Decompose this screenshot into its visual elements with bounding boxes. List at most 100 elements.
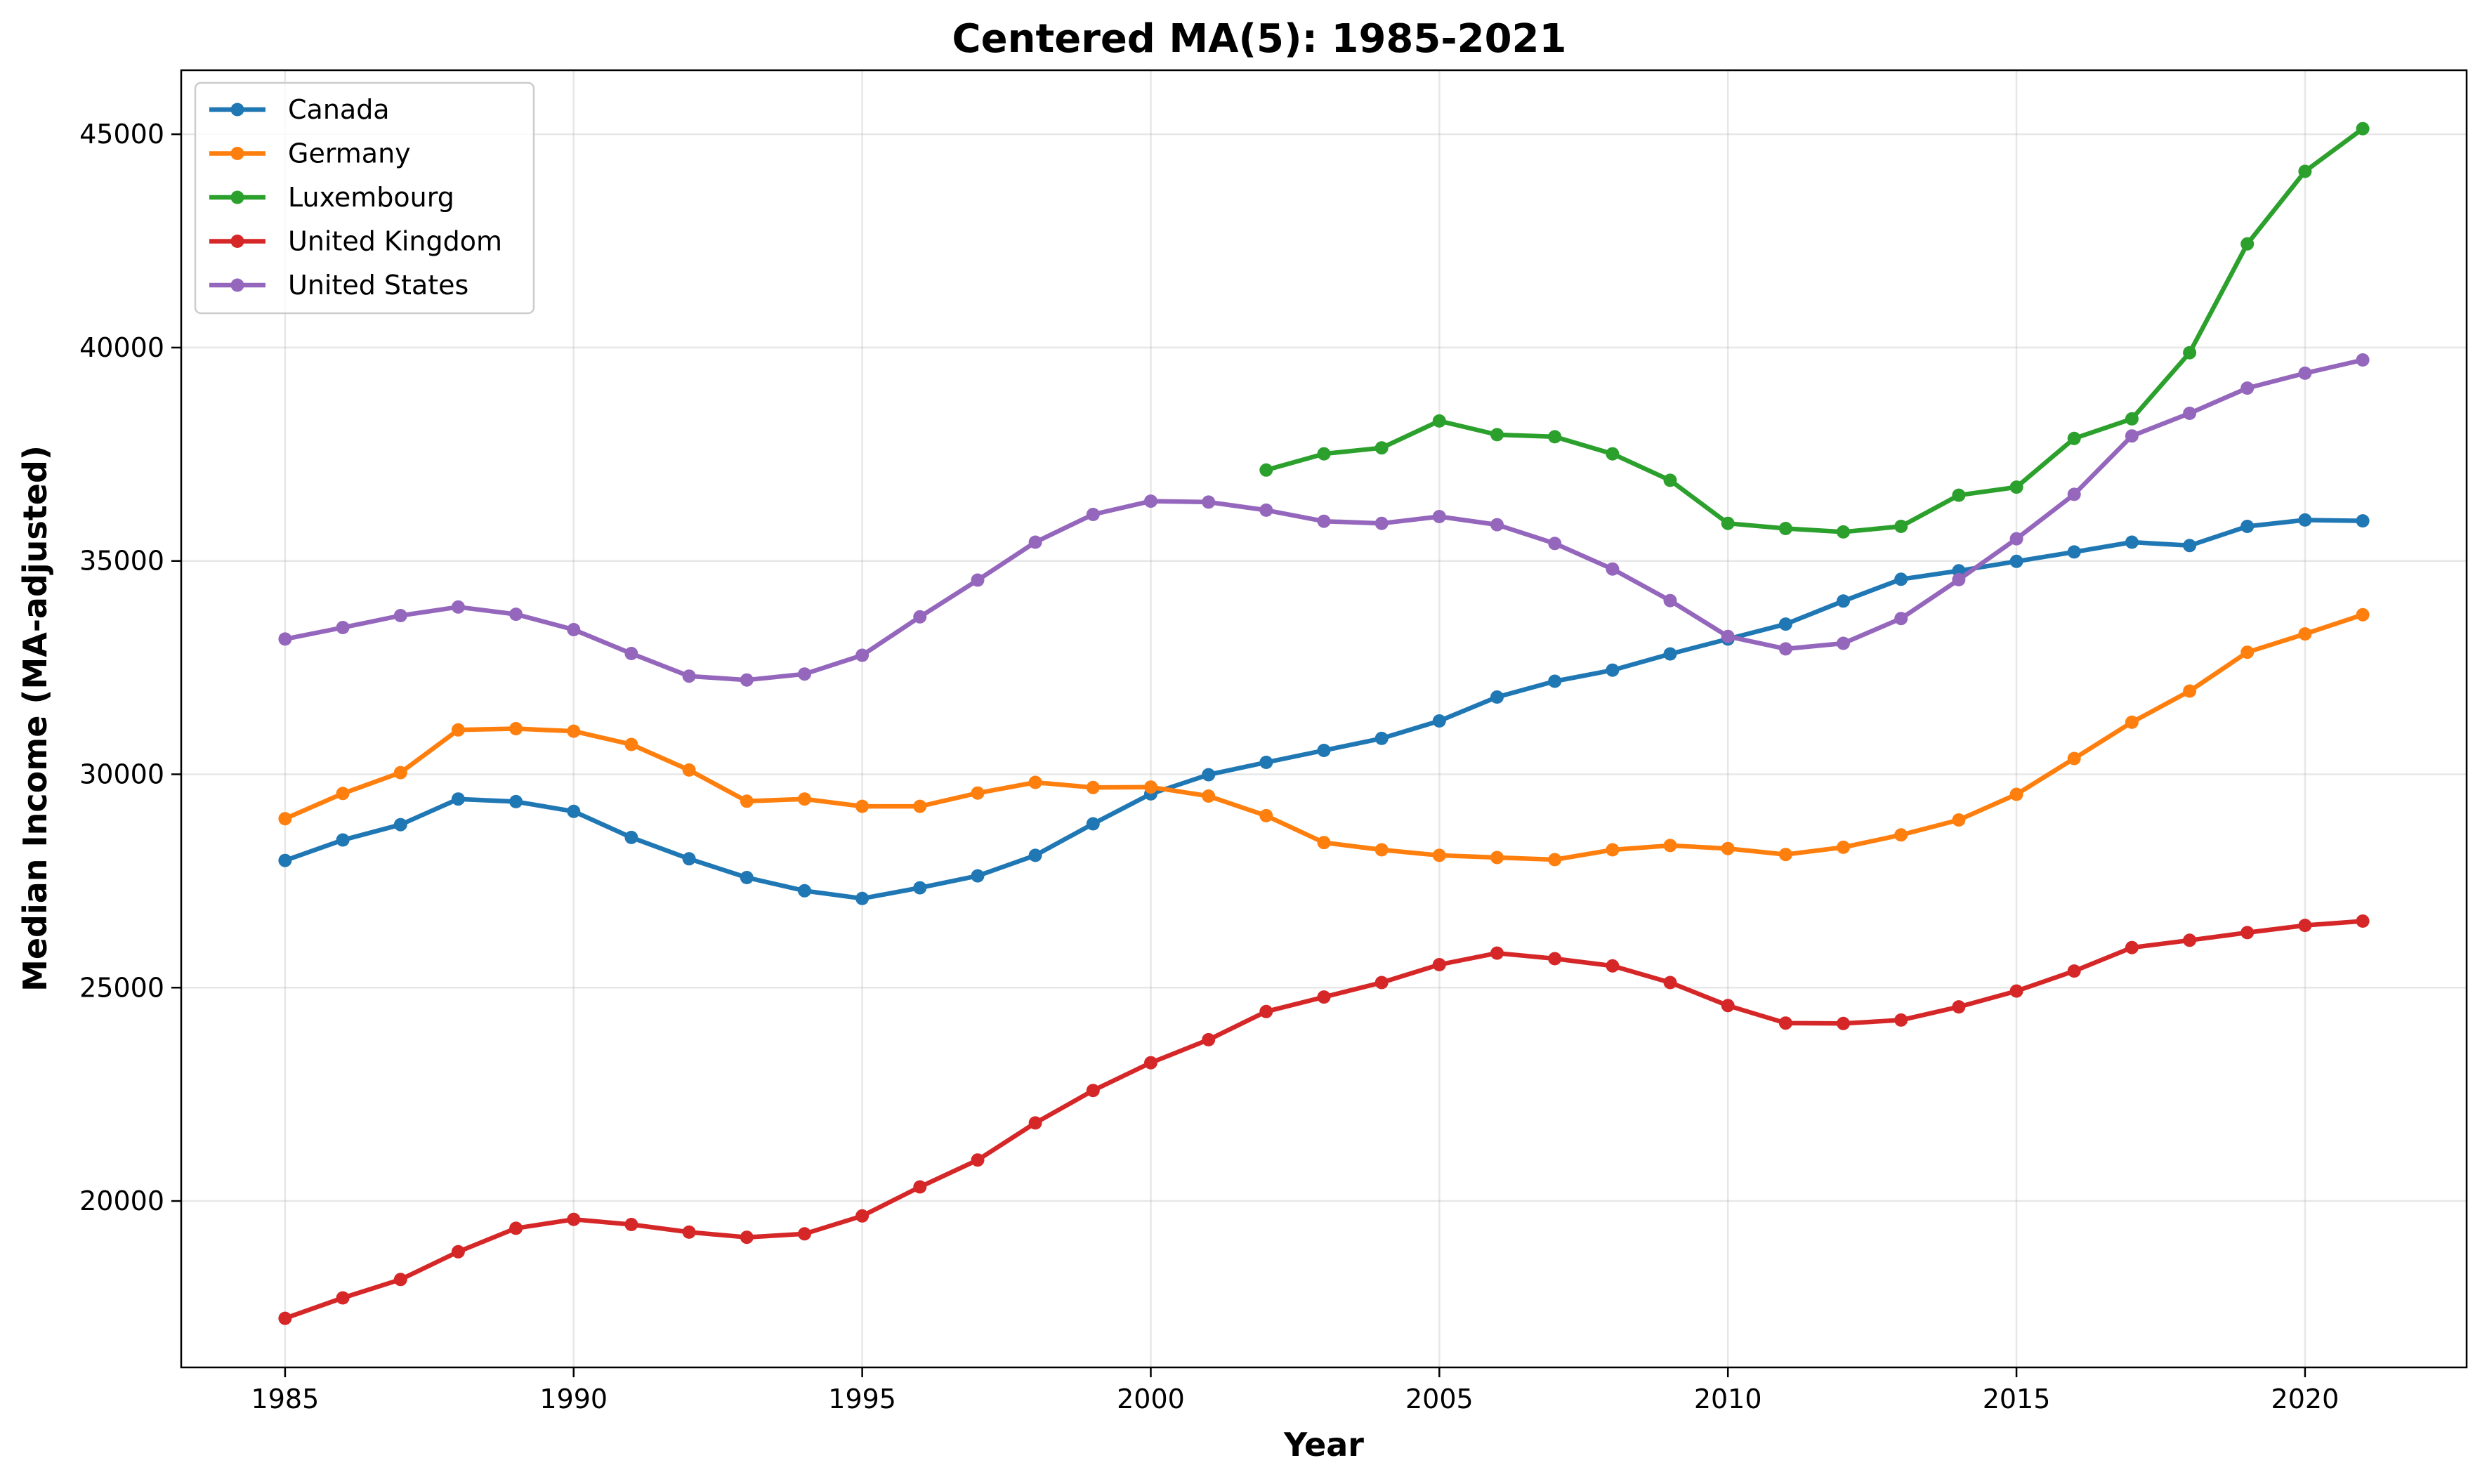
- data-point-canada: [2125, 535, 2139, 549]
- data-point-united-states: [1606, 562, 1620, 576]
- data-point-luxembourg: [1606, 447, 1620, 461]
- data-point-germany: [798, 792, 811, 806]
- data-point-united-states: [1028, 535, 1042, 549]
- data-point-united-states: [1086, 508, 1100, 521]
- data-point-united-states: [2298, 366, 2312, 380]
- data-point-canada: [798, 884, 811, 898]
- data-point-canada: [1374, 731, 1389, 745]
- data-point-germany: [1894, 828, 1908, 842]
- data-point-united-states: [336, 621, 350, 634]
- data-point-united-states: [798, 667, 811, 681]
- legend-swatch-marker: [230, 235, 244, 248]
- data-point-united-states: [1144, 494, 1157, 508]
- data-point-germany: [1548, 853, 1562, 867]
- data-point-united-states: [2240, 381, 2255, 395]
- legend-box: [194, 81, 535, 315]
- data-point-germany: [1086, 780, 1100, 794]
- data-point-canada: [2067, 545, 2081, 559]
- series-line-luxembourg: [1264, 126, 2365, 534]
- data-point-canada: [740, 871, 754, 884]
- data-point-germany: [451, 723, 465, 737]
- legend-swatch-marker: [230, 147, 244, 160]
- data-point-germany: [1952, 813, 1966, 827]
- data-point-germany: [1259, 808, 1273, 822]
- data-point-canada: [393, 817, 407, 832]
- data-point-canada: [1317, 744, 1331, 757]
- data-point-united-kingdom: [1952, 1000, 1966, 1014]
- data-point-luxembourg: [1432, 414, 1446, 428]
- data-point-united-kingdom: [336, 1291, 350, 1305]
- data-point-canada: [451, 792, 465, 806]
- data-point-canada: [509, 794, 523, 808]
- data-point-luxembourg: [2125, 412, 2139, 426]
- data-point-canada: [2298, 513, 2312, 527]
- data-point-canada: [624, 830, 638, 844]
- data-point-germany: [1721, 841, 1735, 855]
- data-point-canada: [1432, 714, 1446, 728]
- data-point-germany: [1374, 843, 1389, 857]
- data-point-canada: [1028, 848, 1042, 862]
- data-point-united-states: [1490, 518, 1504, 532]
- data-point-united-kingdom: [2183, 933, 2197, 947]
- legend-item-luxembourg: Luxembourg: [209, 182, 454, 213]
- data-point-germany: [740, 794, 754, 808]
- data-point-canada: [1894, 572, 1908, 586]
- data-point-united-kingdom: [2009, 984, 2023, 998]
- data-point-germany: [1490, 851, 1504, 865]
- y-tick-label: 20000: [79, 1186, 164, 1216]
- data-point-germany: [1432, 848, 1446, 862]
- data-point-united-kingdom: [509, 1221, 523, 1235]
- data-point-luxembourg: [2356, 122, 2370, 136]
- data-point-united-states: [913, 610, 927, 624]
- data-point-united-states: [855, 648, 870, 662]
- data-point-united-states: [1894, 612, 1908, 626]
- legend-swatch-marker: [230, 103, 244, 117]
- data-point-germany: [278, 812, 292, 826]
- data-point-united-kingdom: [971, 1153, 985, 1167]
- data-point-united-states: [1317, 514, 1331, 528]
- legend: Canada Germany Luxembourg United Kingdom Uni…: [194, 81, 535, 315]
- data-point-germany: [2356, 608, 2370, 622]
- series-layer: [278, 122, 2370, 1325]
- data-point-luxembourg: [1894, 520, 1908, 533]
- data-point-united-states: [1778, 642, 1792, 656]
- legend-item-united-kingdom: United Kingdom: [209, 226, 502, 257]
- data-point-germany: [1778, 848, 1792, 862]
- x-axis-ticks: 1985 1990 1995 2000 2005 2010 2015 2020: [251, 1367, 2339, 1414]
- data-point-germany: [1028, 775, 1042, 789]
- data-point-united-states: [1837, 636, 1850, 650]
- data-point-luxembourg: [1490, 428, 1504, 442]
- data-point-luxembourg: [2183, 346, 2197, 360]
- legend-label: Canada: [288, 94, 390, 125]
- data-point-germany: [2125, 715, 2139, 729]
- data-point-united-kingdom: [855, 1209, 870, 1223]
- data-point-united-kingdom: [1837, 1016, 1850, 1030]
- data-point-germany: [2009, 787, 2023, 801]
- data-point-canada: [1086, 817, 1100, 831]
- data-point-united-states: [451, 600, 465, 614]
- data-point-united-kingdom: [1086, 1084, 1100, 1098]
- data-point-canada: [1778, 617, 1792, 631]
- data-point-germany: [1837, 840, 1850, 854]
- data-point-united-kingdom: [798, 1227, 811, 1241]
- data-point-united-states: [1202, 495, 1216, 509]
- data-point-united-kingdom: [1317, 990, 1331, 1004]
- data-point-germany: [1202, 789, 1216, 803]
- data-point-united-kingdom: [2240, 926, 2255, 940]
- data-point-united-kingdom: [393, 1273, 407, 1287]
- legend-swatch-marker: [230, 190, 244, 204]
- data-point-united-kingdom: [1202, 1032, 1216, 1046]
- data-point-canada: [1606, 663, 1620, 677]
- data-point-germany: [971, 786, 985, 800]
- y-axis-ticks: 20000 25000 30000 35000 40000 45000: [79, 119, 181, 1216]
- data-point-germany: [2183, 684, 2197, 698]
- data-point-united-kingdom: [1490, 946, 1504, 960]
- chart-title: Centered MA(5): 1985-2021: [952, 16, 1567, 62]
- data-point-united-kingdom: [1432, 958, 1446, 971]
- data-point-united-states: [740, 673, 754, 687]
- data-point-canada: [971, 869, 985, 883]
- x-tick-label: 2005: [1405, 1384, 1474, 1414]
- series-united-states: [278, 353, 2370, 687]
- legend-label: Luxembourg: [288, 182, 454, 213]
- y-tick-label: 45000: [79, 119, 164, 150]
